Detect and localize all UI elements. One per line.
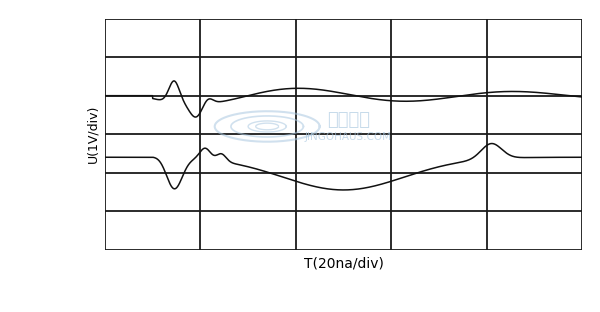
- Text: 国浩电气: 国浩电气: [327, 110, 370, 129]
- Text: JINGOHAUS.COM: JINGOHAUS.COM: [305, 132, 392, 142]
- X-axis label: T(20na/div): T(20na/div): [304, 256, 383, 271]
- Y-axis label: U(1V/div): U(1V/div): [86, 105, 100, 163]
